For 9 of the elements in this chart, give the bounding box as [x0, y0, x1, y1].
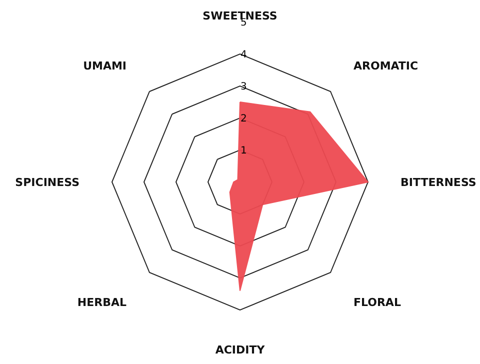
y-tick-label: 1 — [240, 145, 247, 156]
spoke-label: UMAMI — [83, 60, 127, 73]
y-tick-label: 2 — [240, 113, 247, 124]
spoke-label: ACIDITY — [215, 344, 266, 356]
spoke-label: BITTERNESS — [400, 176, 476, 189]
spoke-label: HERBAL — [77, 296, 127, 309]
spoke-label: SPICINESS — [15, 176, 80, 189]
spoke-label: AROMATIC — [353, 60, 418, 73]
spoke-label: FLORAL — [353, 296, 401, 309]
